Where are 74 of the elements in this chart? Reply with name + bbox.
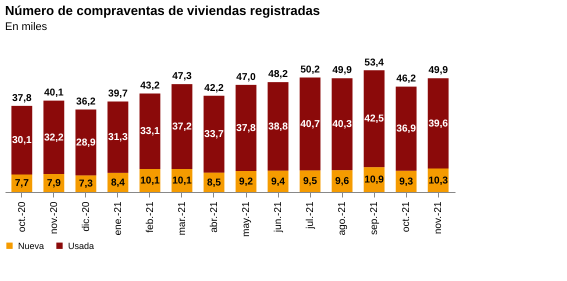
- data-label: 10,1: [140, 175, 160, 186]
- bar: [172, 84, 192, 169]
- data-label: 38,8: [268, 121, 288, 132]
- data-label: 40,3: [332, 119, 352, 130]
- bar: [236, 84, 256, 172]
- data-label: 31,3: [108, 132, 128, 144]
- data-label: 9,6: [335, 176, 350, 188]
- bar: [268, 82, 288, 171]
- data-label: 33,1: [140, 126, 160, 138]
- data-label: 8,5: [207, 177, 222, 188]
- total-label: 50,2: [300, 64, 320, 76]
- data-label: 9,5: [303, 176, 318, 188]
- data-label: 36,9: [396, 124, 416, 135]
- legend-label: Usada: [68, 240, 94, 251]
- data-label: 7,9: [46, 178, 62, 189]
- x-tick-label: jun.-21: [273, 201, 284, 234]
- bar: [107, 101, 128, 173]
- bar: [75, 109, 96, 176]
- total-label: 37,8: [12, 92, 32, 104]
- x-tick-label: nov.-20: [48, 201, 60, 234]
- data-label: 37,2: [172, 122, 192, 133]
- bar: [204, 96, 224, 173]
- total-label: 47,3: [172, 71, 192, 82]
- data-label: 9,3: [399, 176, 414, 188]
- bar: [396, 86, 417, 171]
- data-label: 9,2: [239, 176, 254, 188]
- total-label: 53,4: [364, 57, 384, 68]
- data-label: 10,3: [428, 175, 448, 186]
- x-tick-label: mar.-21: [176, 201, 188, 236]
- data-label: 40,7: [300, 118, 320, 130]
- x-tick-label: ago.-21: [337, 201, 348, 236]
- total-label: 43,2: [140, 80, 160, 92]
- x-tick-label: jul.-21: [305, 201, 316, 230]
- bar: [364, 70, 385, 168]
- data-label: 10,9: [364, 174, 384, 186]
- data-label: 8,4: [110, 177, 126, 188]
- bar: [43, 100, 64, 174]
- data-label: 10,1: [172, 175, 192, 186]
- chart-subtitle: En miles: [5, 21, 48, 33]
- bar: [11, 106, 32, 174]
- x-tick-label: feb.-21: [144, 201, 156, 233]
- total-label: 49,9: [332, 65, 352, 76]
- data-label: 37,8: [236, 122, 256, 134]
- data-label: 33,7: [204, 129, 224, 140]
- bar: [428, 78, 449, 169]
- total-label: 36,2: [76, 96, 96, 108]
- data-label: 7,7: [14, 178, 30, 190]
- total-label: 48,2: [268, 69, 288, 80]
- x-tick-label: dic.-20: [80, 201, 92, 232]
- x-tick-label: may.-21: [241, 201, 252, 237]
- x-tick-label: nov.-21: [433, 201, 444, 234]
- total-label: 42,2: [204, 82, 224, 94]
- total-label: 47,0: [236, 72, 256, 83]
- data-label: 9,4: [271, 176, 286, 188]
- bar: [140, 94, 160, 169]
- x-tick-label: oct.-21: [401, 201, 412, 232]
- data-label: 39,6: [428, 118, 448, 130]
- x-tick-label: oct.-20: [16, 201, 28, 232]
- data-label: 30,1: [12, 135, 32, 146]
- data-label: 28,9: [76, 137, 96, 148]
- chart-title: Número de compraventas de viviendas registradas: [5, 3, 320, 18]
- legend-label: Nueva: [18, 240, 44, 251]
- total-label: 39,7: [108, 88, 128, 100]
- bar: [332, 78, 353, 170]
- x-tick-label: sep.-21: [369, 201, 380, 235]
- data-label: 42,5: [364, 114, 384, 125]
- x-tick-label: abr.-21: [208, 201, 220, 233]
- x-tick-label: ene.-21: [112, 201, 124, 236]
- total-label: 46,2: [396, 74, 416, 85]
- data-label: 7,3: [78, 178, 94, 190]
- total-label: 49,9: [428, 65, 448, 76]
- bar: [300, 78, 320, 170]
- total-label: 40,1: [44, 88, 64, 99]
- data-label: 32,2: [44, 132, 64, 144]
